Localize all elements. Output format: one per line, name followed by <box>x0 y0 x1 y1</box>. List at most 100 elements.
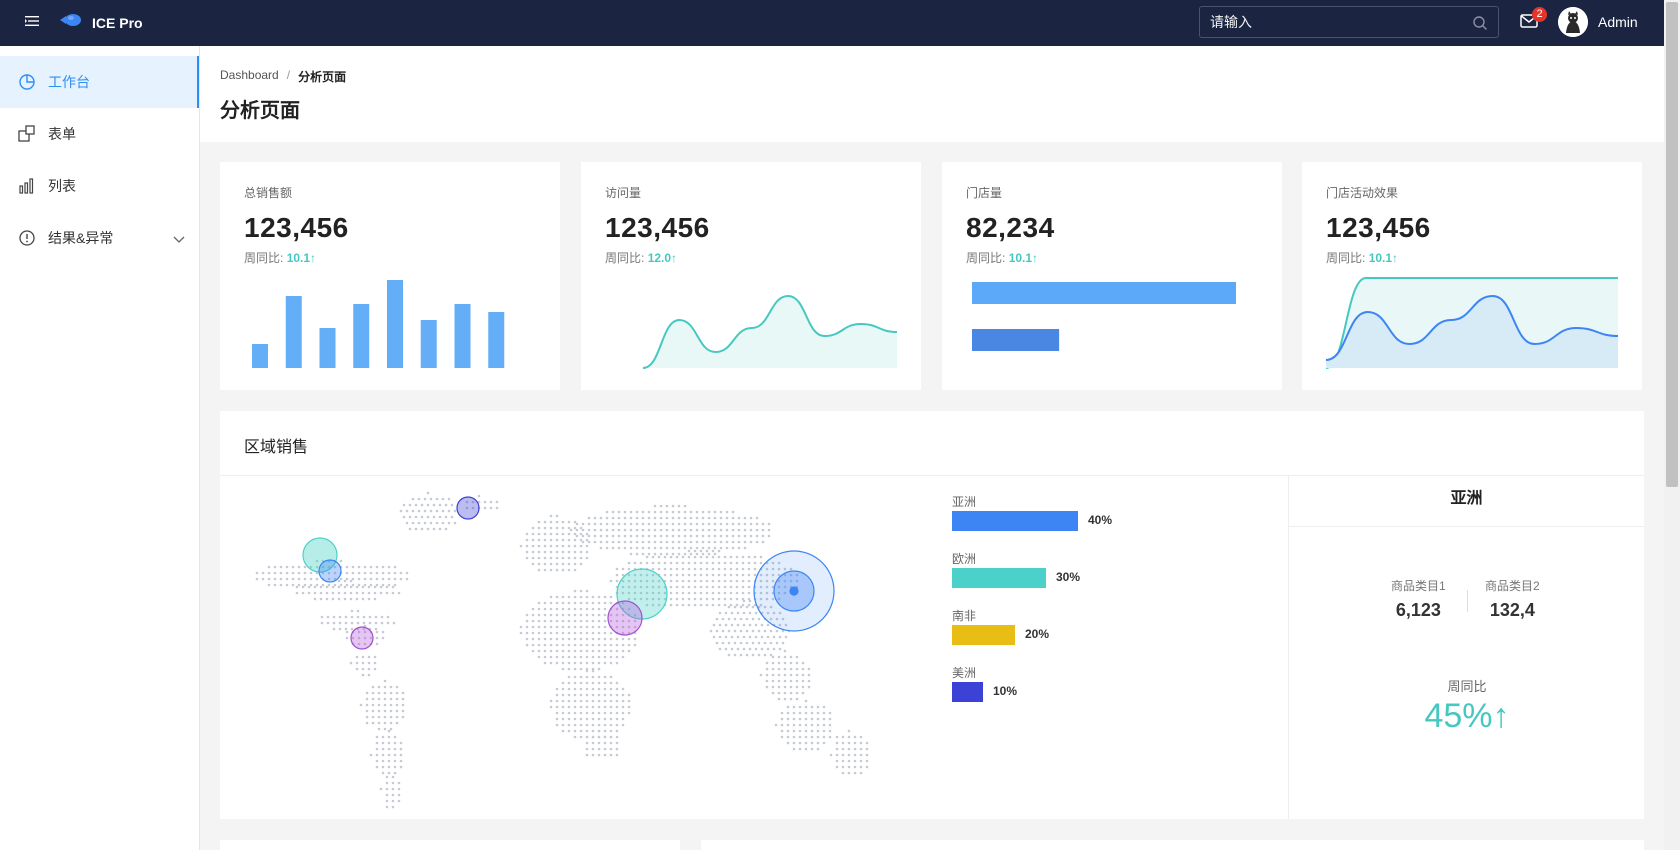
map-dot <box>777 585 781 589</box>
map-dot <box>771 685 775 689</box>
legend-item-europe[interactable]: 欧洲 30% <box>952 550 1080 607</box>
chevron-down-icon[interactable] <box>173 231 185 247</box>
map-dot <box>438 503 442 507</box>
map-dot <box>647 516 651 520</box>
map-dot <box>731 510 735 514</box>
map-dot <box>343 579 347 583</box>
sidebar-item-label: 工作台 <box>48 74 90 90</box>
map-dot <box>349 591 353 595</box>
map-dot <box>377 685 381 689</box>
map-dot <box>847 735 851 739</box>
map-dot <box>627 619 631 623</box>
map-dot <box>621 693 625 697</box>
world-map[interactable] <box>228 481 928 826</box>
map-dot <box>748 647 752 651</box>
map-dot <box>567 538 571 542</box>
map-dot <box>385 781 389 785</box>
map-dot <box>603 655 607 659</box>
map-dot <box>537 568 541 572</box>
map-dot <box>355 661 359 665</box>
map-dot <box>689 540 693 544</box>
map-dot <box>597 675 601 679</box>
legend-item-america[interactable]: 美洲 10% <box>952 664 1017 721</box>
map-dot <box>561 595 565 599</box>
visits-area-chart <box>642 294 897 369</box>
legend-item-asia[interactable]: 亚洲 40% <box>952 493 1112 550</box>
map-dot <box>609 693 613 697</box>
breadcrumb-home[interactable]: Dashboard <box>220 68 279 82</box>
map-dot <box>591 687 595 691</box>
map-dot <box>395 709 399 713</box>
map-dot <box>689 552 693 556</box>
africa-bubble[interactable] <box>607 600 643 636</box>
map-dot <box>561 723 565 727</box>
map-dot <box>414 515 418 519</box>
sidebar-item-dashboard[interactable]: 工作台 <box>0 56 199 108</box>
map-dot <box>587 522 591 526</box>
map-dot <box>361 655 365 659</box>
map-dot <box>783 673 787 677</box>
search-box[interactable] <box>1199 6 1499 38</box>
map-dot <box>729 555 733 559</box>
map-dot <box>369 577 373 581</box>
mail-button[interactable]: 2 <box>1520 7 1547 31</box>
map-dot <box>597 693 601 697</box>
map-dot <box>362 621 366 625</box>
map-dot <box>681 591 685 595</box>
search-icon[interactable] <box>1472 15 1488 36</box>
map-dot <box>699 591 703 595</box>
map-dot <box>774 723 778 727</box>
map-dot <box>780 735 784 739</box>
sidebar-item-result[interactable]: 结果&异常 <box>0 212 199 264</box>
map-dot <box>859 735 863 739</box>
central-america-bubble[interactable] <box>350 626 374 650</box>
map-dot <box>804 699 808 703</box>
stat-change-label: 周同比: <box>244 251 284 265</box>
america-bubble-small[interactable] <box>318 559 342 583</box>
map-dot <box>391 793 395 797</box>
map-dot <box>357 642 361 646</box>
map-dot <box>345 571 349 575</box>
map-dot <box>561 649 565 653</box>
map-dot <box>665 534 669 538</box>
map-dot <box>865 759 869 763</box>
map-dot <box>387 577 391 581</box>
map-dot <box>338 627 342 631</box>
map-dot <box>597 595 601 599</box>
map-dot <box>333 565 337 569</box>
map-dot <box>609 631 613 635</box>
asia-bubble-core[interactable] <box>789 586 799 596</box>
map-dot <box>627 561 631 565</box>
map-dot <box>375 565 379 569</box>
scrollbar-thumb[interactable] <box>1666 2 1678 487</box>
map-dot <box>444 515 448 519</box>
map-dot <box>365 691 369 695</box>
map-dot <box>525 643 529 647</box>
map-dot <box>713 516 717 520</box>
map-dot <box>561 601 565 605</box>
map-dot <box>327 583 331 587</box>
map-dot <box>585 681 589 685</box>
america-bubble[interactable] <box>302 537 338 573</box>
map-dot <box>609 705 613 709</box>
menu-toggle-icon[interactable] <box>24 13 40 29</box>
map-dot <box>784 635 788 639</box>
map-dot <box>761 540 765 544</box>
map-dot <box>525 625 529 629</box>
search-input[interactable] <box>1200 14 1460 30</box>
sidebar-item-list[interactable]: 列表 <box>0 160 199 212</box>
map-dot <box>573 595 577 599</box>
sidebar-item-form[interactable]: 表单 <box>0 108 199 160</box>
map-dot <box>629 516 633 520</box>
map-dot <box>767 528 771 532</box>
user-menu[interactable]: Admin <box>1558 7 1638 37</box>
map-dot <box>725 516 729 520</box>
map-dot <box>408 503 412 507</box>
map-dot <box>633 625 637 629</box>
map-dot <box>816 705 820 709</box>
map-dot <box>645 561 649 565</box>
brand[interactable]: ICE Pro <box>58 11 143 34</box>
breadcrumb-current: 分析页面 <box>298 70 347 84</box>
greenland-bubble[interactable] <box>456 496 480 520</box>
legend-item-south-africa[interactable]: 南非 20% <box>952 607 1049 664</box>
